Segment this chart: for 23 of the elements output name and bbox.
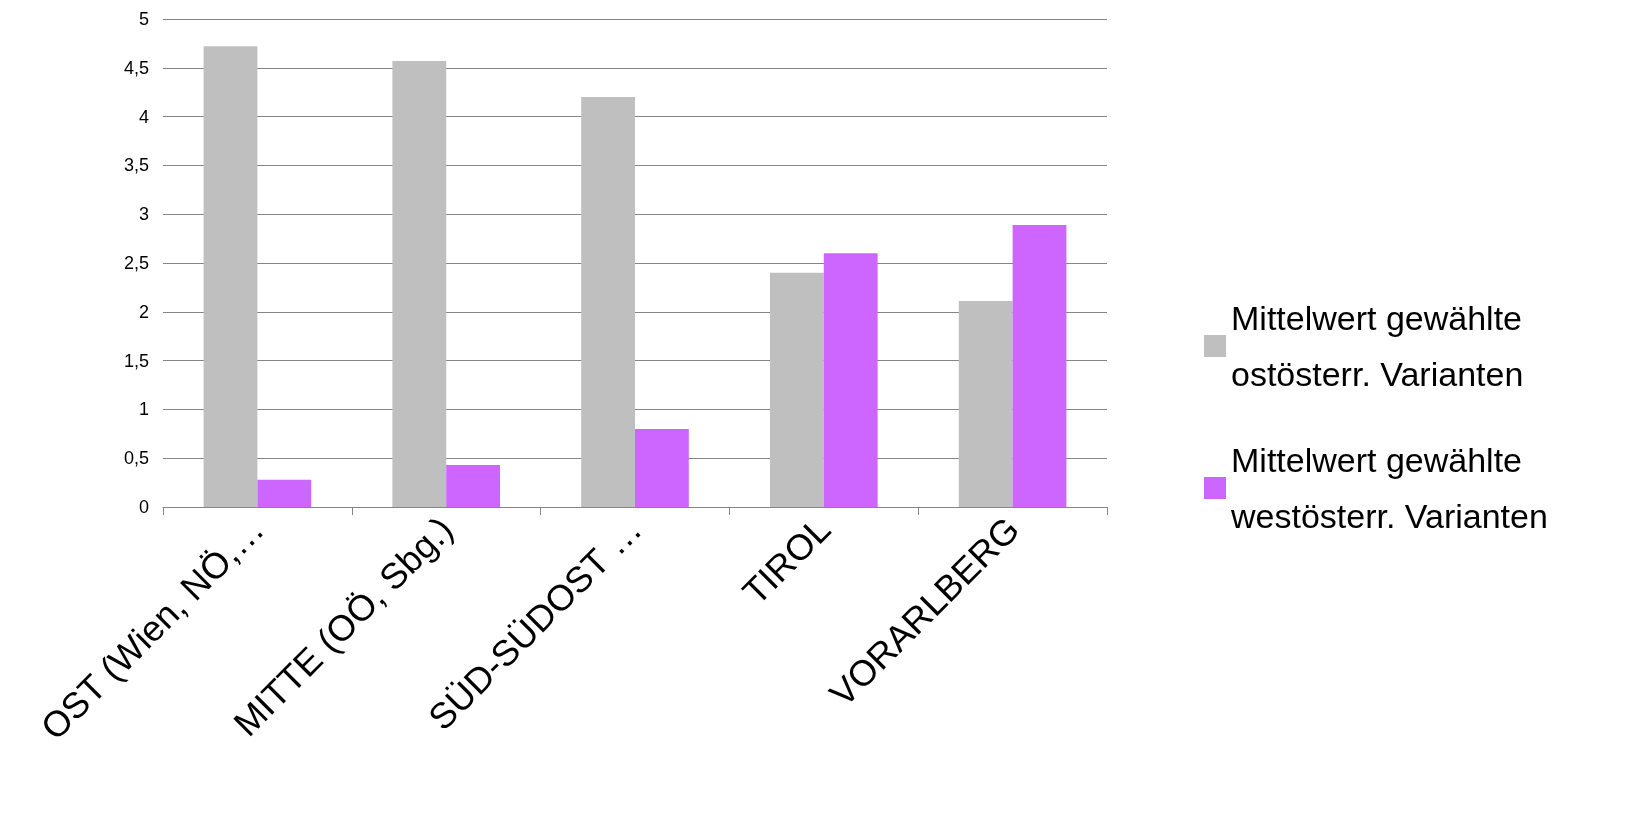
y-tick-label: 1 [138, 399, 149, 420]
y-tick-label: 5 [138, 9, 149, 29]
legend-label: Mittelwert gewählte westösterr. Varianten [1230, 441, 1548, 535]
bar [203, 46, 258, 507]
bar [635, 428, 689, 507]
y-tick-label: 4,5 [123, 57, 149, 78]
y-tick-label: 3,5 [123, 155, 149, 176]
y-tick-label: 3 [138, 204, 149, 225]
bar [392, 60, 447, 507]
bar [257, 479, 312, 507]
bar [823, 253, 878, 507]
bar [581, 97, 635, 507]
y-tick-label: 1,5 [123, 350, 149, 371]
bar [769, 272, 824, 507]
y-tick-label: 4 [138, 106, 149, 127]
y-tick-label: 2 [138, 301, 149, 322]
y-tick-label: 0 [138, 497, 149, 517]
bar [958, 301, 1013, 507]
legend-label: Mittelwert gewählte ostösterr. Varianten [1231, 299, 1532, 393]
y-tick-label: 2,5 [123, 253, 149, 273]
bar [446, 465, 501, 507]
bar [1012, 224, 1067, 507]
y-tick-label: 0,5 [123, 448, 149, 469]
